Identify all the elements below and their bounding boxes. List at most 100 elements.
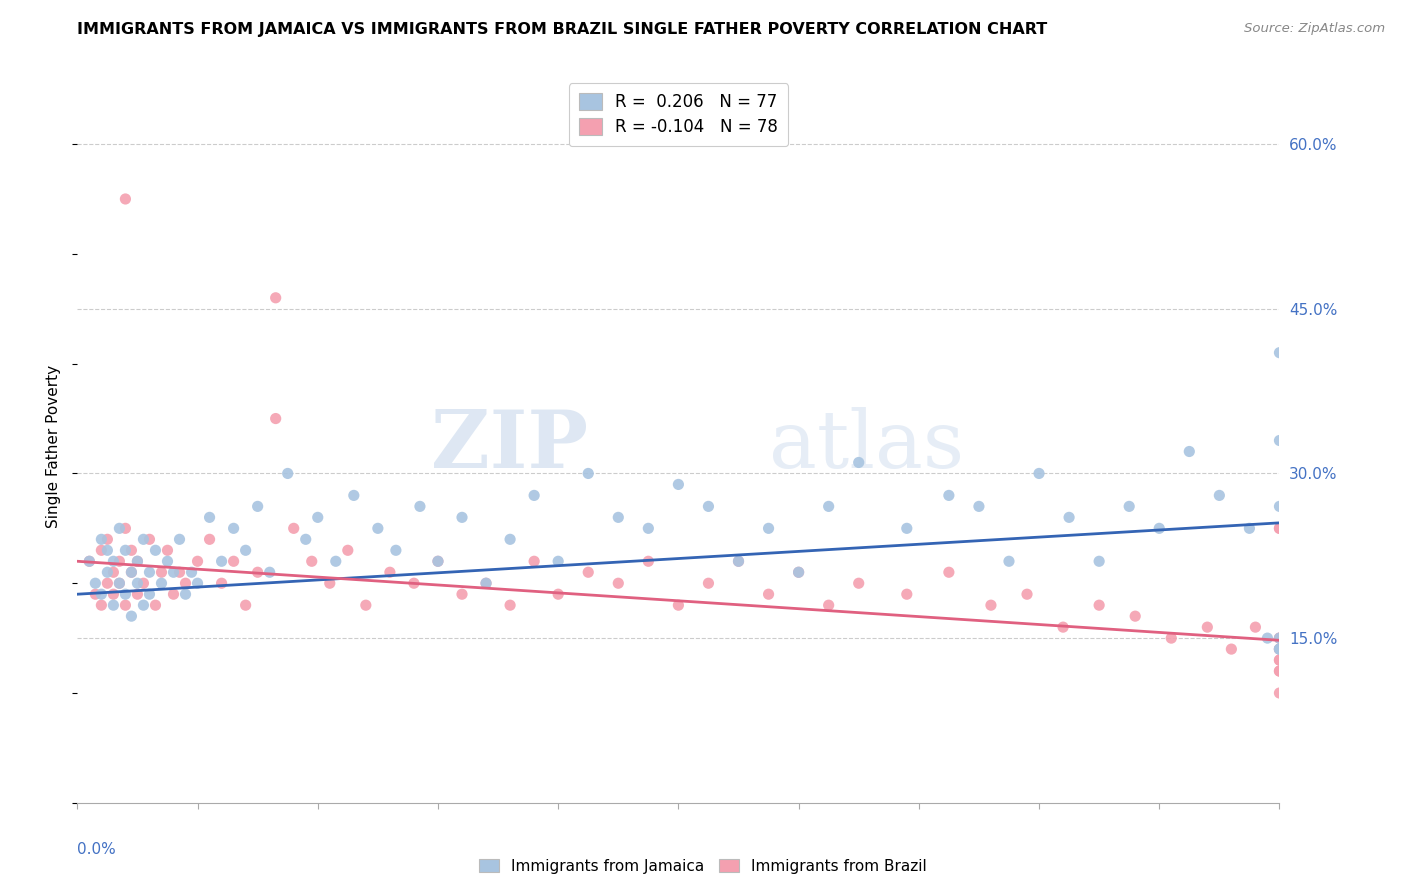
Point bbox=[246, 500, 269, 514]
Point bbox=[150, 566, 173, 580]
Text: ZIP: ZIP bbox=[432, 407, 588, 485]
Point bbox=[1268, 642, 1291, 657]
Point bbox=[145, 598, 167, 612]
Point bbox=[180, 566, 202, 580]
Point bbox=[1268, 500, 1291, 514]
Point bbox=[211, 554, 233, 568]
Point bbox=[138, 566, 160, 580]
Point bbox=[79, 554, 101, 568]
Point bbox=[96, 543, 118, 558]
Point bbox=[150, 576, 173, 591]
Point bbox=[264, 411, 287, 425]
Point bbox=[523, 488, 546, 502]
Point bbox=[108, 521, 131, 535]
Text: Source: ZipAtlas.com: Source: ZipAtlas.com bbox=[1244, 22, 1385, 36]
Point bbox=[90, 587, 112, 601]
Point bbox=[120, 543, 142, 558]
Point bbox=[120, 566, 142, 580]
Point bbox=[307, 510, 329, 524]
Point bbox=[187, 576, 209, 591]
Point bbox=[246, 566, 269, 580]
Point bbox=[187, 554, 209, 568]
Point bbox=[1088, 554, 1111, 568]
Point bbox=[259, 566, 281, 580]
Point bbox=[1268, 521, 1291, 535]
Point bbox=[96, 576, 118, 591]
Point bbox=[156, 543, 179, 558]
Point bbox=[1239, 521, 1261, 535]
Point bbox=[1052, 620, 1074, 634]
Point bbox=[607, 510, 630, 524]
Point bbox=[1028, 467, 1050, 481]
Point bbox=[1268, 653, 1291, 667]
Point bbox=[896, 521, 918, 535]
Point bbox=[235, 543, 257, 558]
Point bbox=[1178, 444, 1201, 458]
Point bbox=[222, 521, 245, 535]
Point bbox=[1268, 642, 1291, 657]
Point bbox=[283, 521, 305, 535]
Point bbox=[132, 533, 155, 547]
Point bbox=[1268, 521, 1291, 535]
Text: IMMIGRANTS FROM JAMAICA VS IMMIGRANTS FROM BRAZIL SINGLE FATHER POVERTY CORRELAT: IMMIGRANTS FROM JAMAICA VS IMMIGRANTS FR… bbox=[77, 22, 1047, 37]
Point bbox=[697, 576, 720, 591]
Point bbox=[576, 467, 599, 481]
Point bbox=[427, 554, 450, 568]
Point bbox=[145, 543, 167, 558]
Point bbox=[1268, 631, 1291, 645]
Point bbox=[114, 598, 136, 612]
Point bbox=[896, 587, 918, 601]
Point bbox=[451, 510, 474, 524]
Point bbox=[1123, 609, 1146, 624]
Y-axis label: Single Father Poverty: Single Father Poverty bbox=[46, 365, 62, 527]
Point bbox=[103, 554, 125, 568]
Point bbox=[114, 543, 136, 558]
Legend: Immigrants from Jamaica, Immigrants from Brazil: Immigrants from Jamaica, Immigrants from… bbox=[472, 853, 934, 880]
Point bbox=[103, 566, 125, 580]
Point bbox=[198, 533, 221, 547]
Point bbox=[132, 598, 155, 612]
Point bbox=[547, 587, 569, 601]
Point bbox=[79, 554, 101, 568]
Point bbox=[127, 587, 149, 601]
Point bbox=[475, 576, 498, 591]
Point bbox=[727, 554, 749, 568]
Point bbox=[96, 566, 118, 580]
Text: atlas: atlas bbox=[769, 407, 963, 485]
Point bbox=[967, 500, 990, 514]
Point bbox=[451, 587, 474, 601]
Point bbox=[336, 543, 359, 558]
Point bbox=[1118, 500, 1140, 514]
Point bbox=[108, 576, 131, 591]
Point bbox=[235, 598, 257, 612]
Point bbox=[169, 566, 191, 580]
Point bbox=[138, 533, 160, 547]
Point bbox=[1268, 631, 1291, 645]
Point bbox=[637, 521, 659, 535]
Point bbox=[637, 554, 659, 568]
Point bbox=[108, 554, 131, 568]
Point bbox=[1160, 631, 1182, 645]
Point bbox=[1256, 631, 1278, 645]
Point bbox=[343, 488, 366, 502]
Point bbox=[301, 554, 323, 568]
Point bbox=[576, 566, 599, 580]
Point bbox=[103, 598, 125, 612]
Point bbox=[1015, 587, 1038, 601]
Point bbox=[817, 500, 839, 514]
Point bbox=[1057, 510, 1080, 524]
Point bbox=[499, 598, 522, 612]
Point bbox=[1268, 345, 1291, 359]
Point bbox=[1149, 521, 1171, 535]
Point bbox=[84, 587, 107, 601]
Point bbox=[325, 554, 347, 568]
Point bbox=[264, 291, 287, 305]
Point bbox=[90, 543, 112, 558]
Point bbox=[787, 566, 810, 580]
Point bbox=[162, 587, 184, 601]
Point bbox=[96, 533, 118, 547]
Point bbox=[1268, 642, 1291, 657]
Point bbox=[1268, 664, 1291, 678]
Point bbox=[138, 587, 160, 601]
Point bbox=[378, 566, 401, 580]
